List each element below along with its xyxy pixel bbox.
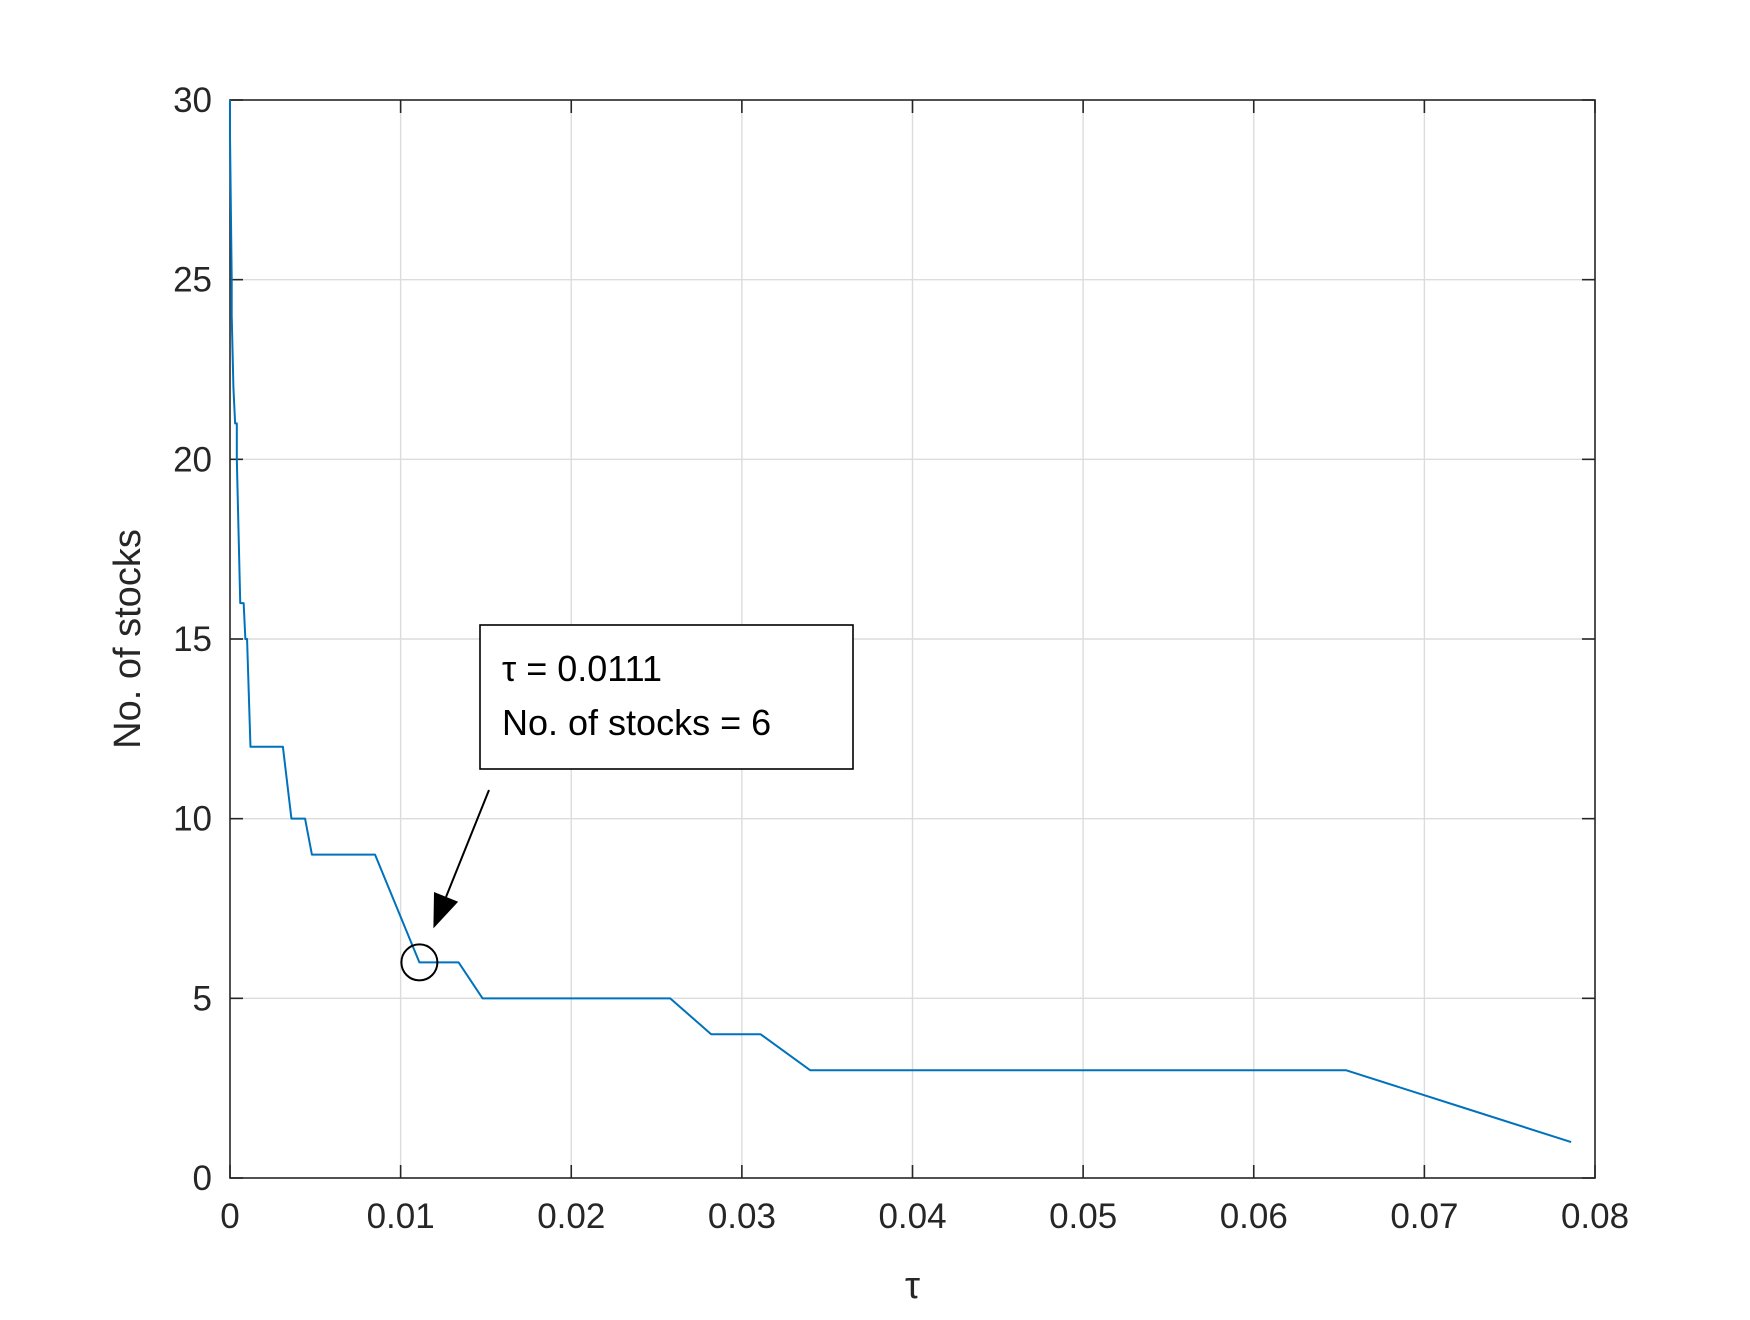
x-tick-label: 0.02 <box>537 1197 605 1236</box>
y-tick-label: 0 <box>193 1159 212 1198</box>
annotation: τ = 0.0111 No. of stocks = 6 <box>400 624 854 982</box>
x-tick-label: 0.07 <box>1390 1197 1458 1236</box>
y-tick-label: 15 <box>173 620 212 659</box>
x-axis-title: τ <box>905 1265 920 1307</box>
grid <box>230 100 1595 1178</box>
y-tick-label: 10 <box>173 800 212 839</box>
x-tick-label: 0.01 <box>367 1197 435 1236</box>
x-tick-label: 0 <box>220 1197 239 1236</box>
x-tick-label: 0.06 <box>1220 1197 1288 1236</box>
x-tick-label: 0.03 <box>708 1197 776 1236</box>
x-tick-label: 0.08 <box>1561 1197 1629 1236</box>
x-tick-label: 0.04 <box>878 1197 946 1236</box>
y-axis-title: No. of stocks <box>107 529 149 749</box>
series-line <box>229 100 1572 1144</box>
series-layer <box>229 100 1572 1144</box>
x-tick-label: 0.05 <box>1049 1197 1117 1236</box>
annotation-arrow-head <box>433 892 459 929</box>
y-tick-label: 5 <box>193 979 212 1018</box>
ticks: 0 0.01 0.02 0.03 0.04 0.05 0.06 0.07 0.08 0 5 10 15 2… <box>173 81 1629 1236</box>
y-tick-label: 20 <box>173 440 212 479</box>
annotation-arrow-line <box>445 789 490 898</box>
highlight-circle-marker <box>400 943 439 982</box>
y-tick-label: 25 <box>173 261 212 300</box>
annotation-box <box>479 624 854 770</box>
y-tick-label: 30 <box>173 81 212 120</box>
annotation-stocks-text: No. of stocks = 6 <box>502 702 771 743</box>
annotation-tau-text: τ = 0.0111 <box>502 648 662 689</box>
